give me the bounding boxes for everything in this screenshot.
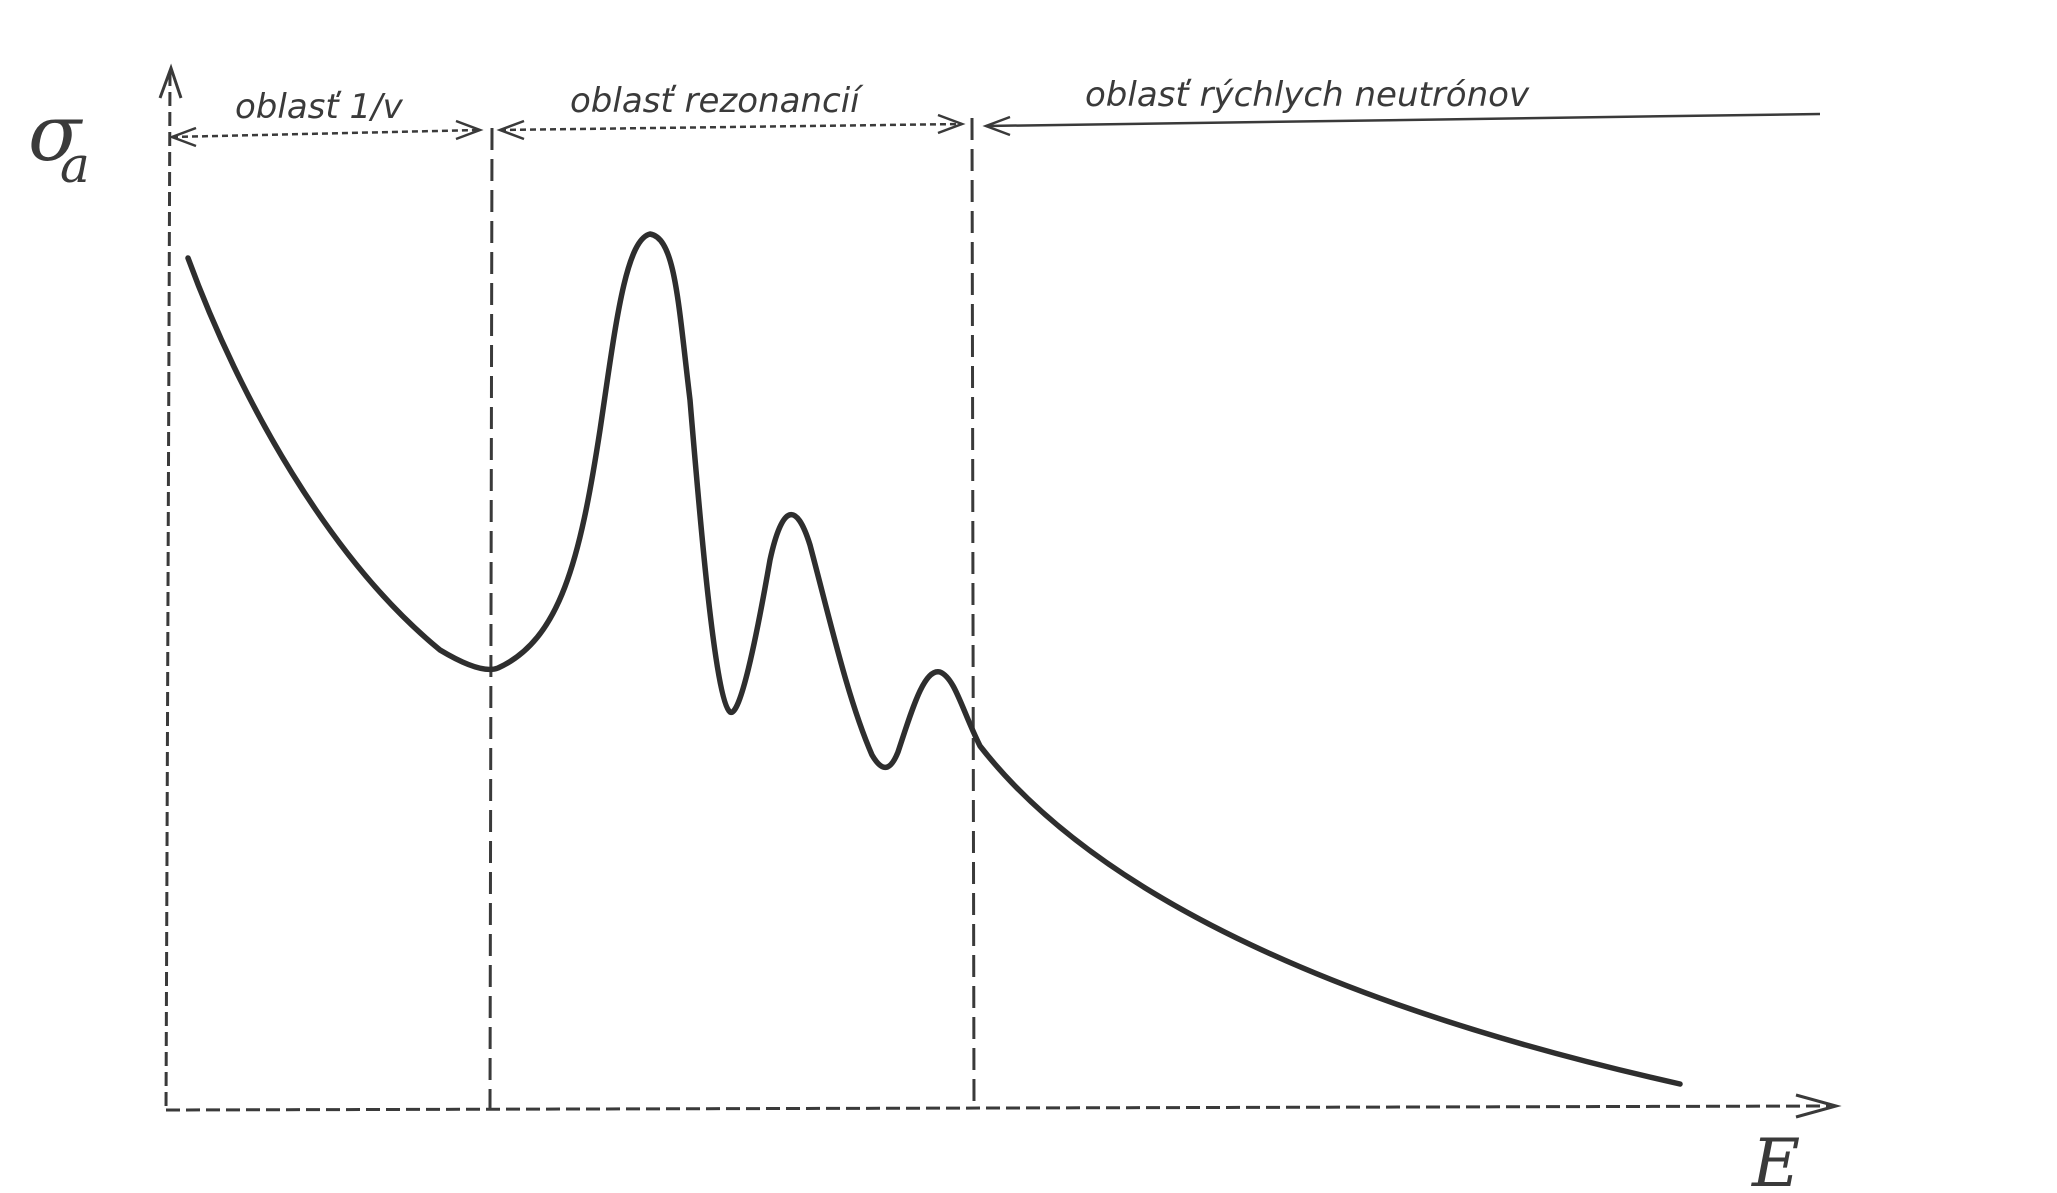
x-axis [165,1104,1831,1112]
x-axis-arrowhead [1795,1093,1842,1119]
region-span-resonance [496,113,966,141]
y-axis [164,71,172,1113]
region-label-fast: oblasť rýchlych neutrónov [1085,75,1530,115]
y-axis-subscript: a [60,136,90,194]
y-axis-arrowhead [158,63,183,99]
region-label-resonance: oblasť rezonancií [570,81,864,121]
boundary-line-1v-resonance [488,127,494,1109]
region-span-1v [168,119,484,148]
region-span-fast [982,112,1821,137]
boundary-line-resonance-fast [970,117,976,1107]
cross-section-curve [185,231,1683,1087]
region-label-1v: oblasť 1/v [235,87,404,127]
x-axis-symbol: E [1751,1125,1800,1193]
y-axis-symbol: σ [28,89,83,179]
